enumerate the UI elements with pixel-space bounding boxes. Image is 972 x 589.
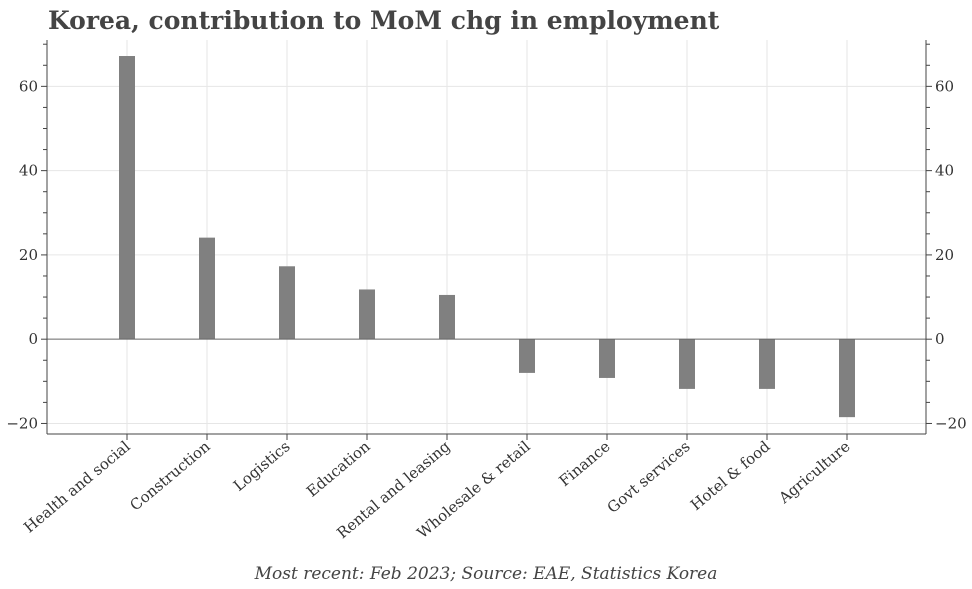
- y-tick-label-right: 60: [935, 77, 954, 95]
- bar: [439, 294, 455, 340]
- y-tick-label-left: 0: [28, 330, 38, 348]
- y-tick-label-right: 20: [935, 246, 954, 264]
- y-tick-label-right: 0: [935, 330, 945, 348]
- axes: [41, 40, 932, 440]
- bar: [199, 237, 215, 340]
- bar: [599, 339, 615, 378]
- category-label: Govt services: [604, 437, 694, 517]
- category-label: Logistics: [230, 437, 294, 495]
- tick-labels: −20 −20 0 0 20 20 40 40 60 60 Health and socialCon…: [6, 77, 966, 542]
- category-label: Education: [303, 437, 374, 501]
- bars: [119, 56, 855, 418]
- chart-footnote: Most recent: Feb 2023; Source: EAE, Stat…: [254, 564, 718, 584]
- y-tick-label-right: 40: [935, 162, 954, 180]
- y-tick-label-left: 60: [19, 77, 38, 95]
- chart-title: Korea, contribution to MoM chg in employ…: [48, 6, 720, 35]
- bar: [119, 56, 135, 340]
- y-tick-label-left: 40: [19, 162, 38, 180]
- bar: [279, 266, 295, 340]
- category-label: Health and social: [20, 437, 133, 536]
- category-label: Hotel & food: [687, 437, 774, 514]
- category-label: Construction: [126, 437, 213, 514]
- y-tick-label-left: 20: [19, 246, 38, 264]
- bar: [519, 339, 535, 373]
- grid-lines: [47, 40, 926, 434]
- bar: [759, 339, 775, 389]
- y-tick-label-right: −20: [935, 414, 967, 432]
- bar: [679, 339, 695, 389]
- y-tick-label-left: −20: [6, 414, 38, 432]
- bar: [839, 339, 855, 418]
- category-label: Agriculture: [775, 437, 854, 507]
- category-label: Finance: [555, 437, 613, 490]
- bar: [359, 289, 375, 340]
